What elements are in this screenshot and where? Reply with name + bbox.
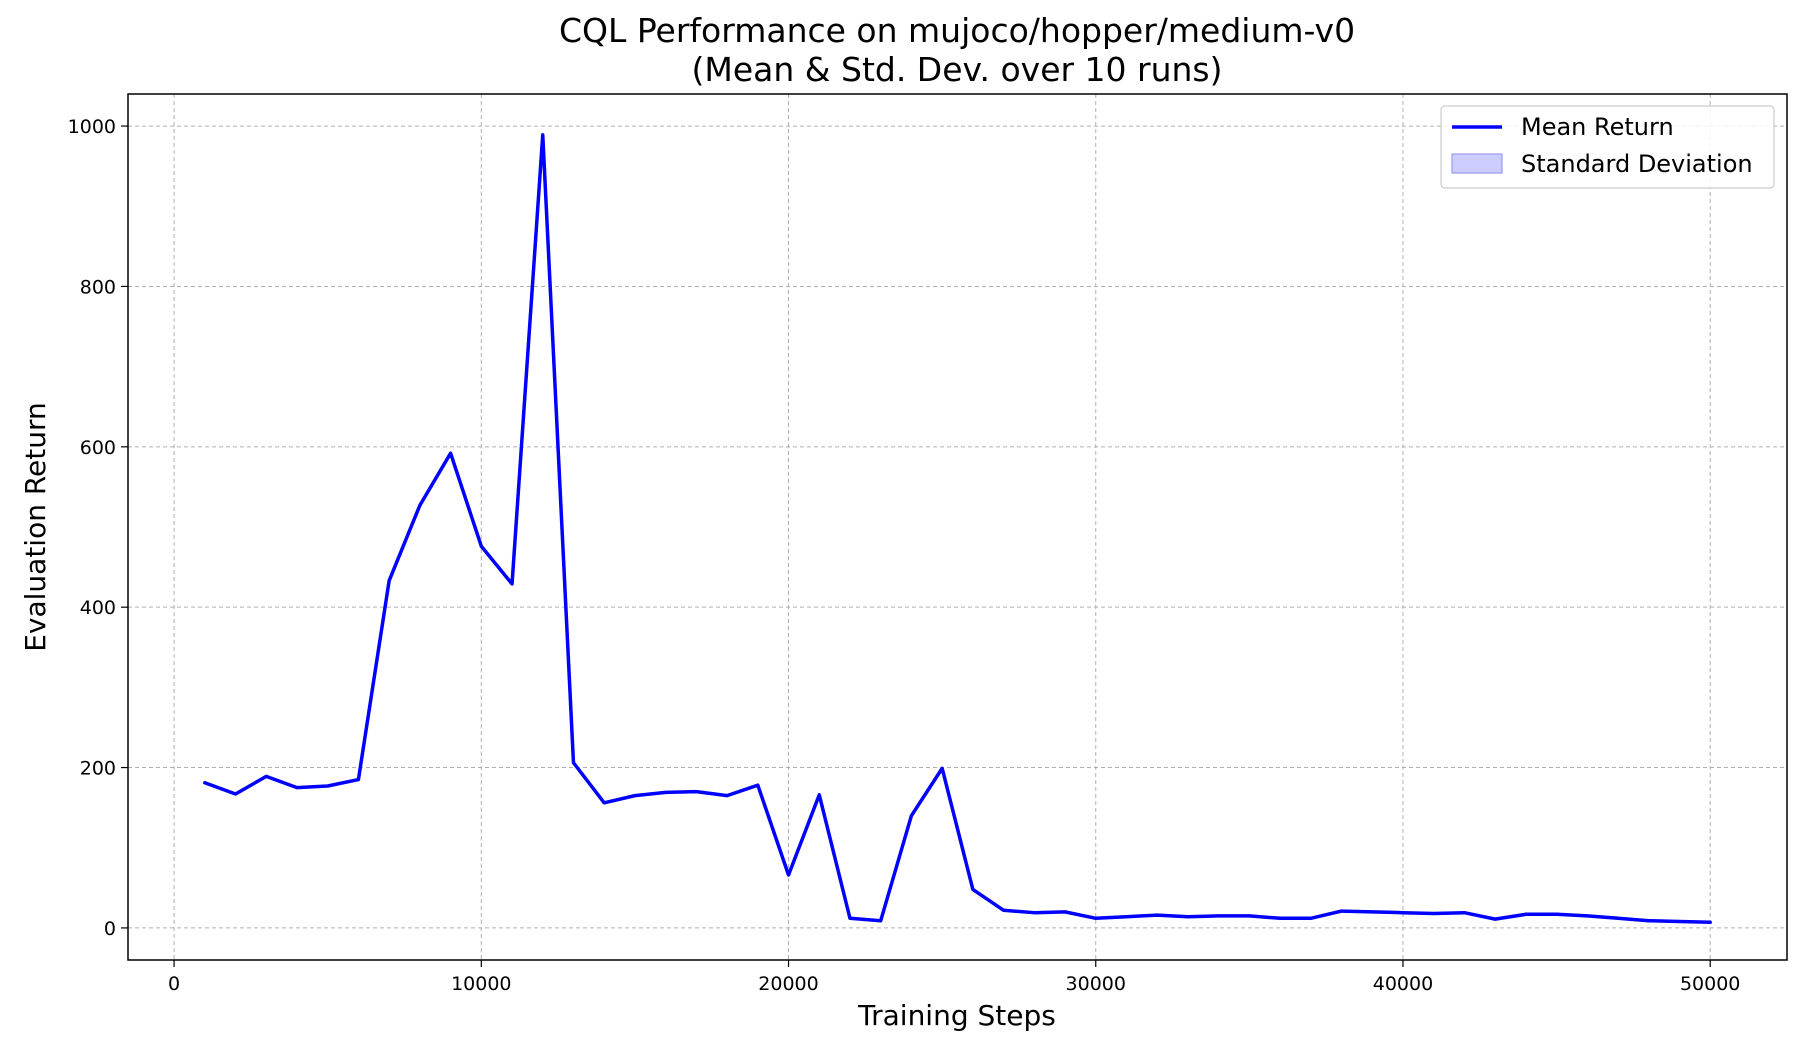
- legend-mean-return-label: Mean Return: [1521, 113, 1674, 141]
- x-tick-label: 0: [168, 973, 180, 995]
- y-tick-label: 0: [104, 918, 116, 940]
- legend-std-dev-swatch: [1451, 153, 1503, 174]
- x-tick-label: 10000: [451, 973, 511, 995]
- mean-return-line: [203, 133, 1712, 925]
- chart-title-line-2: (Mean & Std. Dev. over 10 runs): [692, 50, 1223, 89]
- y-tick-label: 600: [80, 437, 116, 459]
- plot-frame: [127, 93, 1788, 961]
- x-tick-label: 40000: [1373, 973, 1433, 995]
- chart-title-line-1: CQL Performance on mujoco/hopper/medium-…: [559, 11, 1355, 50]
- x-tick-label: 50000: [1680, 973, 1740, 995]
- grid: [128, 94, 1787, 960]
- legend: Mean Return Standard Deviation: [1440, 105, 1775, 189]
- x-axis-label: Training Steps: [857, 999, 1056, 1032]
- y-tick-label: 400: [80, 597, 116, 619]
- legend-box: [1440, 105, 1775, 189]
- x-tick-label: 30000: [1066, 973, 1126, 995]
- y-tick-label: 800: [80, 276, 116, 298]
- y-axis-label: Evaluation Return: [19, 402, 52, 652]
- plot-data: [203, 133, 1712, 925]
- axis-ticks: 0 10000 20000 30000 40000 50000 0 200 400 600 800 1…: [68, 116, 1741, 995]
- x-tick-label: 20000: [758, 973, 818, 995]
- legend-std-dev-label: Standard Deviation: [1521, 150, 1753, 178]
- y-tick-label: 200: [80, 758, 116, 780]
- y-tick-label: 1000: [68, 116, 116, 138]
